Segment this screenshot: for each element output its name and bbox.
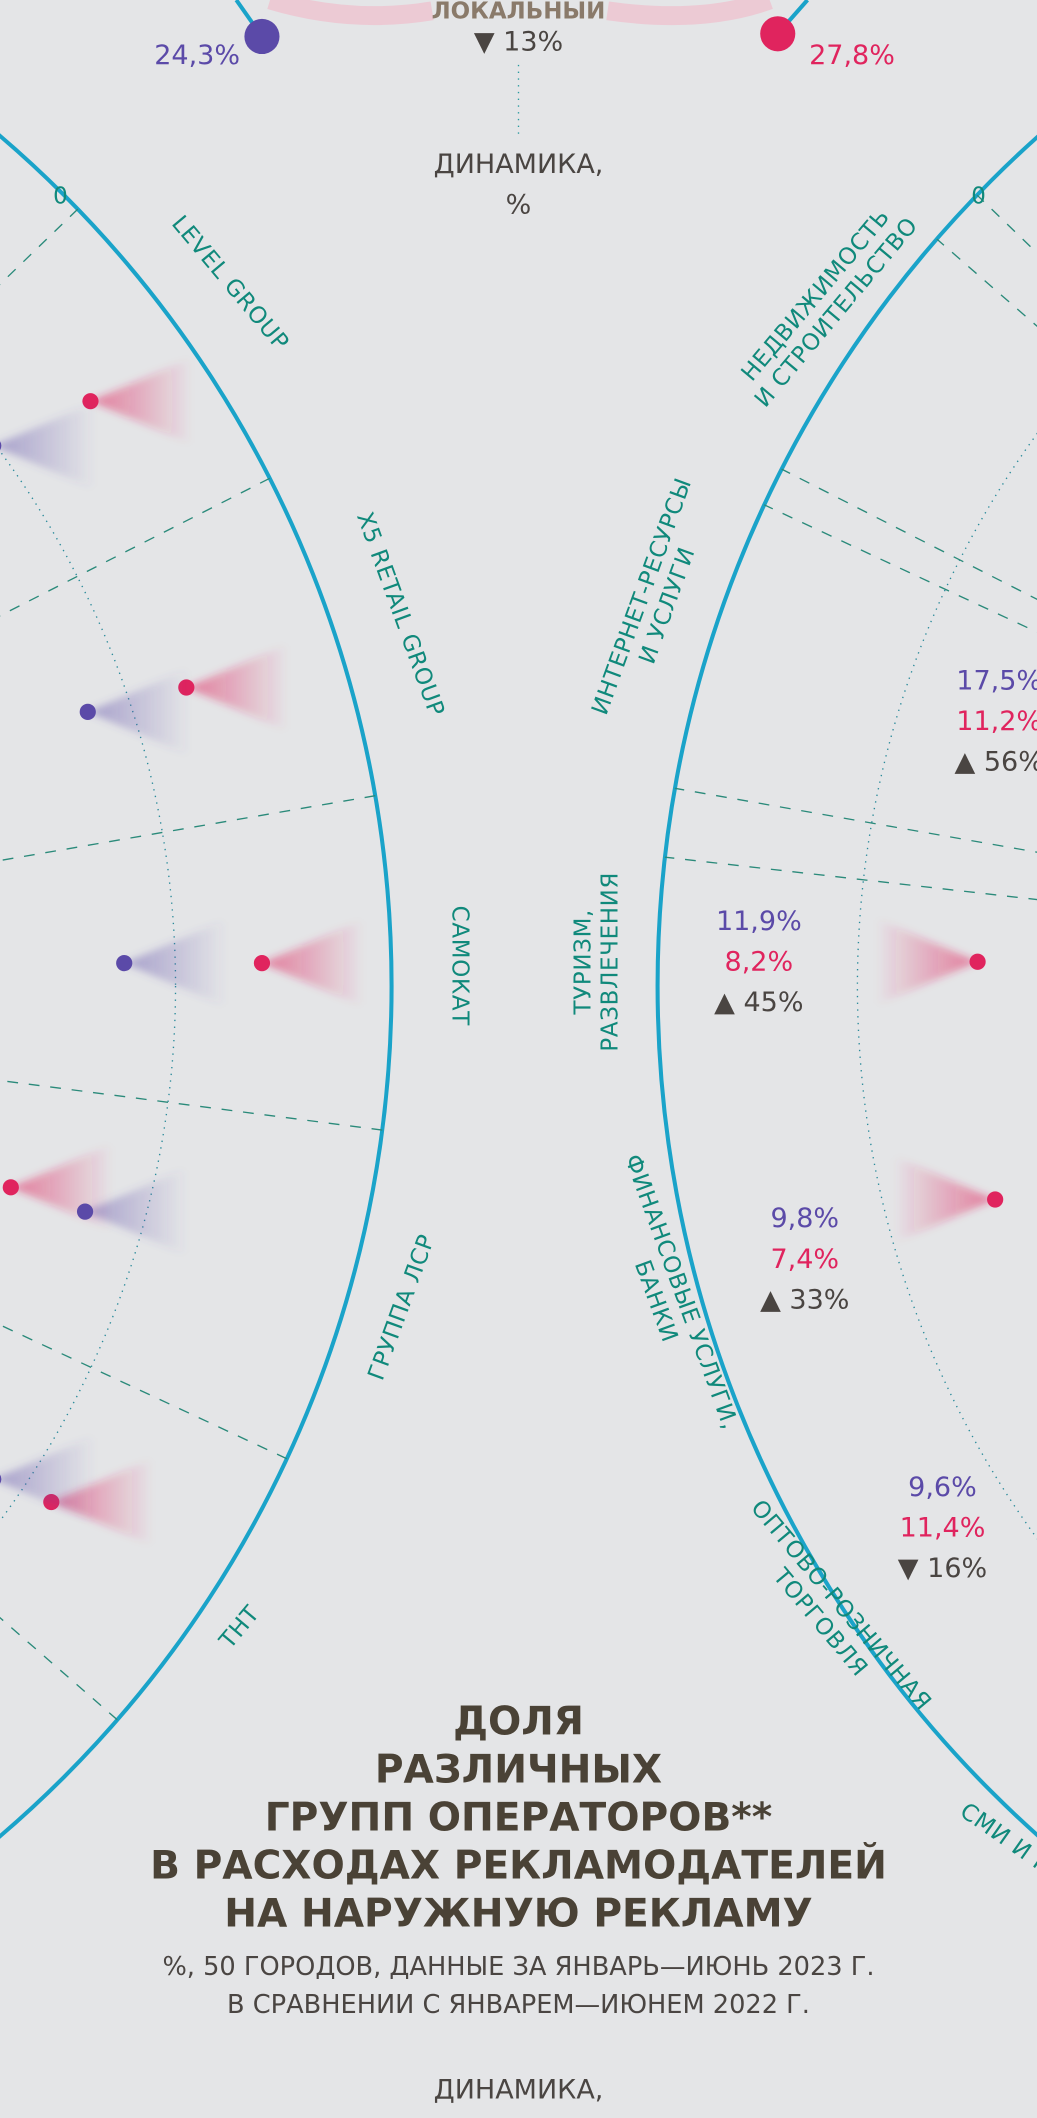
cone	[261, 919, 364, 1007]
category-label: ИНТЕРНЕТ-РЕСУРСЫИ УСЛУГИ	[587, 474, 722, 727]
separator	[0, 1324, 288, 1460]
subtitle: %, 50 ГОРОДОВ, ДАННЫЕ ЗА ЯНВАРЬ—ИЮНЬ 202…	[162, 1952, 874, 2020]
line: НА НАРУЖНУЮ РЕКЛАМУ	[224, 1891, 812, 1936]
line: %	[506, 189, 532, 220]
dot	[0, 441, 2, 451]
line: В СРАВНЕНИИ С ЯНВАРЕМ—ИЮНЕМ 2022 Г.	[227, 1990, 810, 2020]
group-label: ТНТ	[214, 1601, 265, 1655]
dot	[2, 1179, 19, 1196]
dot	[79, 703, 96, 720]
separator	[674, 787, 1037, 853]
axis-label: ДИНАМИКА,%	[434, 148, 604, 220]
cone	[124, 919, 226, 1007]
dotted-arc	[0, 450, 176, 1522]
top-band	[606, 0, 773, 26]
category-label: СМИ И П	[955, 1798, 1037, 1881]
separator	[781, 468, 1037, 601]
separator	[0, 1079, 383, 1131]
dot	[0, 1474, 2, 1484]
dot	[760, 16, 796, 52]
group-label: ГРУППА ЛСР	[364, 1231, 441, 1384]
line: РАЗЛИЧНЫХ	[375, 1747, 662, 1792]
line: И СТРОИТЕЛЬСТВО	[750, 212, 923, 412]
dot	[116, 954, 133, 972]
change: ▲ 56%	[955, 747, 1037, 778]
dot	[987, 1191, 1004, 1208]
axis-arc	[0, 133, 394, 1839]
group-label: САМОКАТ	[447, 906, 473, 1027]
group-label: LEVEL GROUP	[166, 211, 293, 356]
dot	[969, 953, 986, 970]
share-2022: 11,4%	[900, 1513, 986, 1544]
share-2022: 8,2%	[725, 947, 794, 978]
separator	[0, 795, 376, 862]
category-label: НЕДВИЖИМОСТЬИ СТРОИТЕЛЬСТВО	[729, 195, 923, 412]
share-2023: 9,6%	[908, 1472, 977, 1503]
zero: 0	[971, 184, 986, 210]
separator	[936, 238, 1037, 328]
separator	[664, 856, 1037, 901]
dot	[244, 18, 280, 55]
cone	[186, 644, 288, 731]
footer: ДИНАМИКА,	[434, 2074, 604, 2105]
line: НЕДВИЖИМОСТЬ	[736, 204, 895, 386]
dot	[76, 1203, 94, 1220]
cone	[893, 1156, 996, 1243]
line: РАЗВЛЕЧЕНИЯ	[597, 872, 623, 1052]
share-2022: 11,2%	[956, 706, 1037, 737]
cone	[0, 402, 95, 489]
cone	[0, 1435, 95, 1523]
cone	[85, 1168, 187, 1255]
values: 17,5% 11,2% ▲ 56% 11,9% 8,2% ▲ 45% 9,8% 7,4% ▲ 3…	[714, 666, 1037, 1584]
top-band	[267, 0, 434, 26]
separator	[0, 208, 79, 286]
share-2023: 11,9%	[716, 906, 802, 937]
line: ДИНАМИКА,	[434, 148, 604, 179]
share-2023: 17,5%	[956, 666, 1037, 697]
share-2022: 7,4%	[770, 1244, 839, 1275]
group-label: X5 RETAIL GROUP	[351, 509, 449, 720]
separator	[0, 1616, 118, 1721]
line: ТУРИЗМ,	[570, 909, 596, 1016]
line: В РАСХОДАХ РЕКЛАМОДАТЕЛЕЙ	[150, 1841, 887, 1888]
dot	[253, 954, 271, 972]
change: ▲ 45%	[714, 987, 803, 1018]
separator	[0, 477, 271, 617]
line: ДОЛЯ	[453, 1699, 584, 1744]
value: 24,3%	[154, 40, 240, 71]
line: ГРУПП ОПЕРАТОРОВ**	[265, 1795, 773, 1840]
cone	[10, 1144, 113, 1231]
cone	[90, 357, 192, 445]
value: 27,8%	[809, 40, 895, 71]
category-label: ТУРИЗМ,РАЗВЛЕЧЕНИЯ	[570, 872, 623, 1052]
axis-arc	[655, 135, 1037, 1838]
cone	[51, 1458, 153, 1546]
share-2023: 9,8%	[770, 1203, 839, 1234]
change: ▼ 13%	[474, 27, 563, 58]
change: ▼ 16%	[898, 1553, 987, 1584]
change: ▲ 33%	[760, 1284, 849, 1315]
title: ДОЛЯ РАЗЛИЧНЫХ ГРУПП ОПЕРАТОРОВ** В РАСХОДА…	[150, 1699, 887, 1936]
zero: 0	[53, 184, 68, 210]
cone	[876, 918, 978, 1005]
line: %, 50 ГОРОДОВ, ДАННЫЕ ЗА ЯНВАРЬ—ИЮНЬ 202…	[162, 1952, 874, 1982]
cone	[87, 668, 190, 756]
separator	[976, 194, 1037, 254]
category-label: ФИНАНСОВЫЕ УСЛУГИ,БАНКИ	[594, 1151, 743, 1442]
label: ЛОКАЛЬНЫЙ	[432, 0, 606, 25]
